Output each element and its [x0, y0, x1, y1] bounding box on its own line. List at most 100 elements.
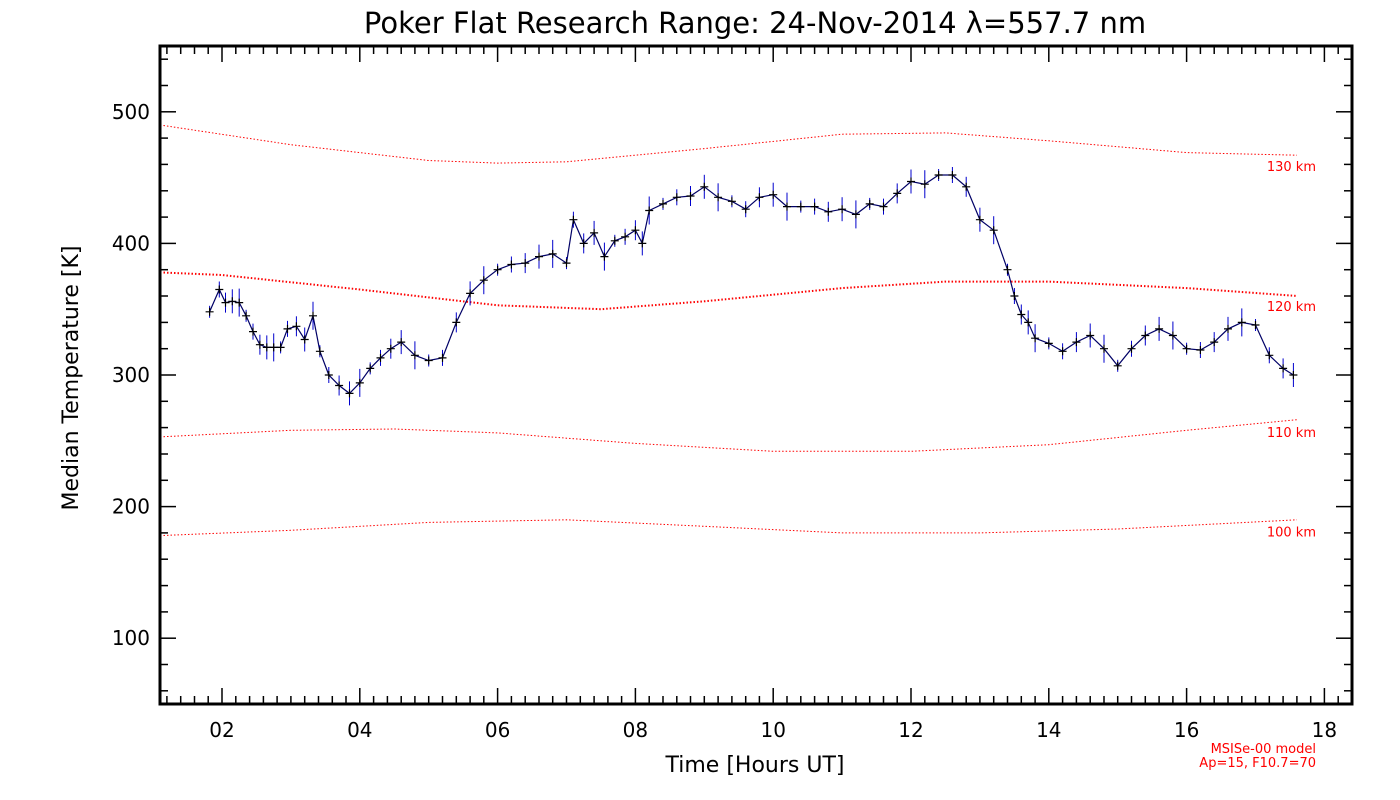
x-tick-label: 02 — [209, 718, 234, 742]
y-axis-label: Median Temperature [K] — [59, 246, 84, 511]
data-point — [865, 199, 874, 208]
chart-title: Poker Flat Research Range: 24-Nov-2014 λ… — [364, 6, 1146, 40]
data-point — [397, 338, 406, 347]
data-point — [590, 228, 599, 237]
data-point — [783, 202, 791, 211]
data-point — [1010, 292, 1019, 300]
data-point — [242, 311, 251, 320]
data-point — [1003, 265, 1012, 274]
data-point — [610, 236, 619, 245]
data-point — [1017, 310, 1026, 319]
data-point — [1024, 318, 1033, 327]
data-point — [424, 356, 433, 365]
data-point — [324, 371, 333, 379]
data-point — [638, 239, 647, 248]
x-tick-label: 12 — [898, 718, 923, 742]
data-point — [934, 171, 943, 179]
data-point — [1058, 347, 1067, 356]
data-point — [824, 207, 833, 216]
data-point — [659, 199, 667, 208]
data-point — [466, 289, 475, 298]
model-label-100-km: 100 km — [1267, 526, 1316, 541]
data-point — [1196, 346, 1205, 354]
data-point — [249, 327, 257, 336]
data-point — [255, 340, 264, 349]
data-point — [493, 265, 502, 274]
model-curve-110-km — [159, 419, 1297, 452]
data-point — [1182, 344, 1191, 353]
x-tick-label: 14 — [1036, 718, 1061, 742]
data-point — [907, 177, 915, 186]
data-point — [235, 298, 244, 307]
y-tick-label: 500 — [112, 100, 150, 124]
data-point — [672, 193, 681, 202]
data-point — [1210, 338, 1219, 347]
model-curve-120-km — [159, 271, 1297, 311]
data-point — [948, 171, 957, 179]
data-point — [309, 311, 317, 320]
data-point — [893, 189, 902, 198]
data-point — [1141, 331, 1150, 340]
model-curves: 130 km 120 km 110 km 100 km — [159, 124, 1316, 541]
data-point — [1279, 364, 1288, 373]
axis-ticks: 02 04 06 08 10 12 14 16 18 100 200 300 400 500 — [112, 46, 1352, 742]
data-point — [1031, 334, 1040, 343]
y-tick-label: 300 — [112, 363, 150, 387]
data-point — [410, 351, 419, 360]
data-point — [535, 252, 543, 261]
data-point — [796, 202, 805, 211]
data-point — [714, 193, 723, 202]
model-curve-130-km — [159, 124, 1297, 164]
data-point — [1168, 331, 1177, 340]
data-point — [879, 202, 888, 211]
data-point — [376, 353, 385, 362]
data-point — [276, 343, 285, 352]
x-tick-label: 08 — [623, 718, 648, 742]
data-series — [205, 171, 1298, 398]
data-point — [579, 239, 588, 248]
data-point — [345, 389, 354, 398]
data-point — [479, 276, 488, 285]
data-point — [335, 381, 344, 390]
data-point — [727, 197, 736, 206]
data-point — [741, 205, 750, 214]
data-point — [920, 180, 929, 189]
model-label-130-km: 130 km — [1267, 160, 1316, 175]
data-point — [989, 226, 998, 235]
y-tick-label: 400 — [112, 231, 150, 255]
data-point — [1100, 344, 1108, 353]
data-point — [1044, 339, 1053, 348]
x-axis-label: Time [Hours UT] — [665, 753, 845, 778]
data-point — [600, 252, 609, 261]
data-point — [755, 193, 764, 202]
data-point — [1113, 361, 1122, 370]
data-point — [621, 232, 630, 241]
data-point — [262, 343, 271, 352]
series-line-0 — [209, 174, 1294, 395]
data-point — [700, 182, 709, 191]
model-note-line-1: MSISe-00 model — [1211, 742, 1316, 757]
model-label-110-km: 110 km — [1267, 426, 1316, 441]
data-point — [355, 378, 364, 387]
x-tick-label: 04 — [347, 718, 372, 742]
model-label-120-km: 120 km — [1267, 300, 1316, 315]
data-point — [631, 226, 640, 235]
data-point — [507, 260, 516, 269]
data-point — [205, 307, 214, 316]
data-point — [769, 190, 778, 199]
x-tick-label: 16 — [1174, 718, 1199, 742]
x-tick-label: 06 — [485, 718, 510, 742]
data-point — [569, 215, 578, 224]
data-point — [228, 297, 237, 306]
x-tick-label: 10 — [760, 718, 785, 742]
data-point — [838, 205, 847, 214]
data-point — [1127, 344, 1136, 353]
data-point — [215, 285, 224, 294]
model-curve-100-km — [159, 519, 1297, 537]
data-point — [975, 215, 984, 224]
plot-frame — [158, 44, 1354, 706]
model-note-line-2: Ap=15, F10.7=70 — [1199, 756, 1316, 771]
data-point — [386, 344, 395, 353]
data-point — [548, 249, 557, 258]
